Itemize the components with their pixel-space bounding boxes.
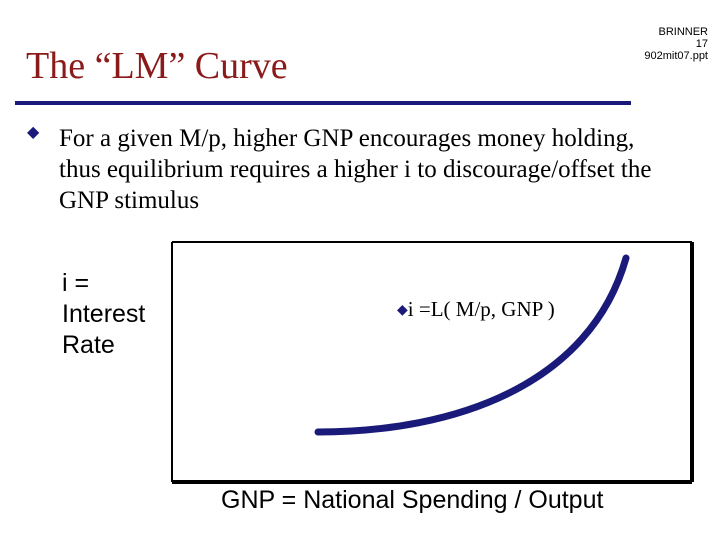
- diamond-bullet-icon: ◆: [397, 302, 408, 318]
- slide-meta: BRINNER 17 902mit07.ppt: [644, 26, 708, 62]
- slide-title: The “LM” Curve: [26, 45, 288, 87]
- title-rule: [15, 101, 631, 105]
- meta-filename: 902mit07.ppt: [644, 50, 708, 62]
- meta-page-number: 17: [695, 38, 708, 50]
- bullet-text: For a given M/p, higher GNP encourages m…: [59, 125, 652, 214]
- x-axis-label: GNP = National Spending / Output: [221, 486, 604, 514]
- lm-equation-text: i =L( M/p, GNP ): [407, 297, 555, 321]
- meta-author: BRINNER: [658, 26, 708, 38]
- y-axis-label: i = Interest Rate: [62, 269, 146, 359]
- lm-curve: [314, 254, 630, 436]
- diamond-bullet-icon: ◆: [27, 122, 40, 141]
- lm-equation: ◆i =L( M/p, GNP ): [397, 297, 555, 322]
